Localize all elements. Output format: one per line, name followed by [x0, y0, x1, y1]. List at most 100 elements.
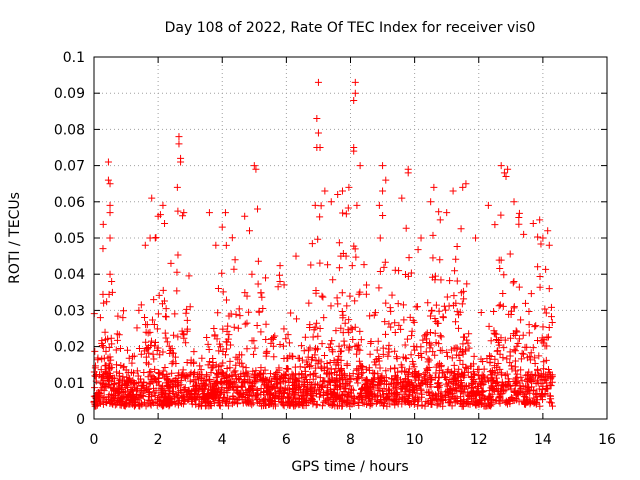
data-point	[539, 234, 547, 242]
data-point	[313, 319, 321, 327]
data-point	[414, 397, 422, 405]
data-point	[137, 350, 145, 358]
data-point	[444, 399, 452, 407]
data-point	[542, 384, 550, 392]
data-point	[530, 386, 538, 394]
data-point	[312, 289, 320, 297]
data-point	[91, 372, 99, 380]
data-point	[464, 339, 472, 347]
data-point	[441, 393, 449, 401]
data-point	[458, 300, 466, 308]
data-point	[371, 369, 379, 377]
data-point	[342, 210, 350, 218]
data-point	[535, 385, 543, 393]
data-point	[435, 383, 443, 391]
data-point	[183, 305, 191, 313]
data-point	[387, 323, 395, 331]
data-point	[335, 352, 343, 360]
data-point	[522, 371, 530, 379]
data-point	[272, 370, 280, 378]
data-point	[472, 390, 480, 398]
data-point	[213, 335, 221, 343]
data-point	[544, 385, 552, 393]
data-point	[404, 272, 412, 280]
data-point	[262, 320, 270, 328]
data-point	[184, 372, 192, 380]
data-point	[548, 319, 556, 327]
data-point	[399, 378, 407, 386]
data-point	[426, 329, 434, 337]
data-point	[527, 290, 535, 298]
data-point	[277, 385, 285, 393]
data-point	[466, 400, 474, 408]
data-point	[513, 391, 521, 399]
data-point	[547, 382, 555, 390]
data-point	[108, 277, 116, 285]
data-point	[374, 396, 382, 404]
data-point	[343, 302, 351, 310]
data-point	[109, 384, 117, 392]
data-point	[213, 378, 221, 386]
data-point	[219, 288, 227, 296]
data-point	[208, 389, 216, 397]
data-point	[519, 331, 527, 339]
data-point	[104, 158, 112, 166]
data-point	[154, 378, 162, 386]
data-point	[366, 350, 374, 358]
data-point	[412, 376, 420, 384]
data-point	[246, 386, 254, 394]
data-point	[179, 212, 187, 220]
data-point	[326, 386, 334, 394]
data-point	[106, 234, 114, 242]
data-point	[316, 144, 324, 151]
data-point	[147, 341, 155, 349]
data-point	[485, 322, 493, 330]
data-point	[397, 325, 405, 333]
data-point	[492, 379, 500, 387]
data-point	[487, 337, 495, 345]
data-point	[324, 261, 332, 269]
data-point	[236, 312, 244, 320]
data-point	[335, 342, 343, 350]
data-point	[435, 374, 443, 382]
data-point	[375, 284, 383, 292]
data-point	[406, 381, 414, 389]
data-point	[401, 367, 409, 375]
data-point	[511, 347, 519, 355]
data-point	[151, 365, 159, 373]
data-point	[252, 392, 260, 400]
data-point	[236, 359, 244, 367]
data-point	[399, 353, 407, 361]
data-point	[410, 369, 418, 377]
data-point	[205, 209, 213, 217]
data-point	[489, 396, 497, 404]
data-point	[241, 320, 249, 328]
data-point	[436, 256, 444, 264]
data-point	[338, 308, 346, 316]
data-point	[113, 336, 121, 344]
data-point	[450, 292, 458, 300]
data-point	[324, 396, 332, 404]
data-point	[111, 392, 119, 400]
data-point	[382, 330, 390, 338]
data-point	[511, 363, 519, 371]
data-point	[542, 376, 550, 384]
data-point	[163, 338, 171, 346]
data-point	[515, 335, 523, 343]
data-point	[309, 400, 317, 408]
data-point	[163, 372, 171, 380]
data-point	[382, 374, 390, 382]
data-point	[510, 277, 518, 285]
data-point	[217, 389, 225, 397]
data-point	[414, 402, 422, 410]
data-point	[327, 379, 335, 387]
data-point	[437, 333, 445, 341]
data-point	[223, 389, 231, 397]
data-point	[413, 384, 421, 392]
data-point	[252, 377, 260, 385]
data-point	[218, 223, 226, 231]
data-point	[411, 396, 419, 404]
data-point	[199, 379, 207, 387]
data-point	[521, 399, 529, 407]
data-point	[497, 162, 505, 170]
